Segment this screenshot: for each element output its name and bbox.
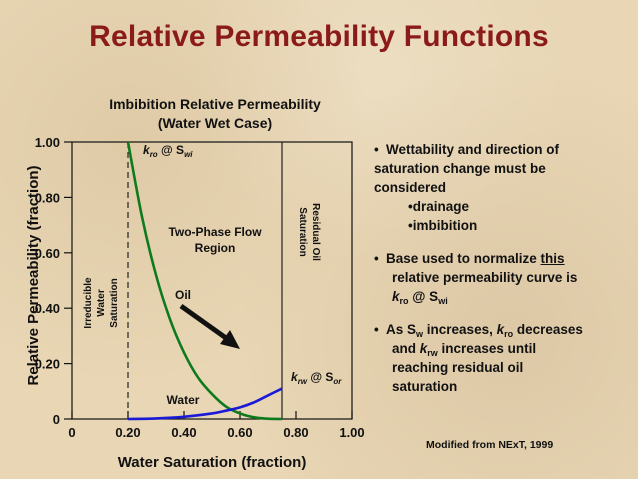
chart-title-line1: Imbibition Relative Permeability xyxy=(109,96,321,112)
x-tick-label: 0.80 xyxy=(283,425,308,440)
two-phase-label-line2: Region xyxy=(195,241,236,255)
bullet-text: Wettability and direction of xyxy=(386,142,560,157)
x-tick-label: 0.20 xyxy=(115,425,140,440)
x-axis-label: Water Saturation (fraction) xyxy=(118,454,307,471)
underlined-this: this xyxy=(540,251,565,266)
bullet-dot: • xyxy=(374,142,379,157)
slide-title: Relative Permeability Functions xyxy=(89,20,549,53)
chart-title: Imbibition Relative Permeability (Water … xyxy=(60,95,370,133)
residual-oil-saturation-label: Residual OilSaturation xyxy=(297,203,321,261)
x-tick-label: 0.40 xyxy=(171,425,196,440)
decrease-arrow-shaft xyxy=(179,303,228,341)
bullet-list: • Wettability and direction of saturation… xyxy=(374,140,636,408)
bullet-text: considered xyxy=(374,180,447,195)
chart-title-line2: (Water Wet Case) xyxy=(157,115,273,131)
chart-axes: 0 0.20 0.40 0.60 0.80 1.00 0 0.20 0.40 0.60 0.80 1.… xyxy=(25,135,365,471)
chart-marks xyxy=(126,141,283,421)
irreducible-water-saturation-label: Irreducible Water Saturation xyxy=(83,277,120,329)
two-phase-label-line1: Two-Phase Flow xyxy=(168,225,262,239)
sub-bullet-drainage: •drainage xyxy=(408,199,470,214)
bullet-dot: • xyxy=(374,322,379,337)
krw-sor-label: krw @ Sor xyxy=(291,370,342,386)
kro-swi-label: kro @ Swi xyxy=(143,143,193,159)
y-tick-label: 0 xyxy=(53,412,60,427)
y-tick-label: 0.80 xyxy=(35,190,60,205)
y-tick-label: 1.00 xyxy=(35,135,60,150)
bullet-wettability: • Wettability and direction of saturation… xyxy=(374,140,636,235)
y-tick-label: 0.60 xyxy=(35,246,60,261)
plot-frame xyxy=(71,141,353,420)
oil-curve-label: Oil xyxy=(175,288,191,302)
bullet-saturation: • As Sw increases, kro decreases and krw … xyxy=(374,322,583,394)
y-axis-label: Relative Permeability (fraction) xyxy=(25,165,42,385)
sub-bullet-imbibition: •imbibition xyxy=(408,218,478,233)
series-line-oil xyxy=(126,141,283,421)
credit-note: Modified from NExT, 1999 xyxy=(426,439,554,451)
series-line-water xyxy=(127,387,283,421)
chart-labels: kro @ Swi krw @ Sor Two-Phase Flow Region Oi… xyxy=(83,143,342,407)
x-tick-label: 1.00 xyxy=(339,425,364,440)
x-tick-label: 0 xyxy=(68,425,75,440)
decrease-arrow-head xyxy=(220,330,240,349)
bullet-text: saturation change must be xyxy=(374,161,546,176)
y-tick-label: 0.20 xyxy=(35,357,60,372)
bullet-normalize: • Base used to normalize this relative pe… xyxy=(374,251,578,306)
y-tick-label: 0.40 xyxy=(35,301,60,316)
water-curve-label: Water xyxy=(167,393,200,407)
x-tick-label: 0.60 xyxy=(227,425,252,440)
bullet-dot: • xyxy=(374,251,379,266)
